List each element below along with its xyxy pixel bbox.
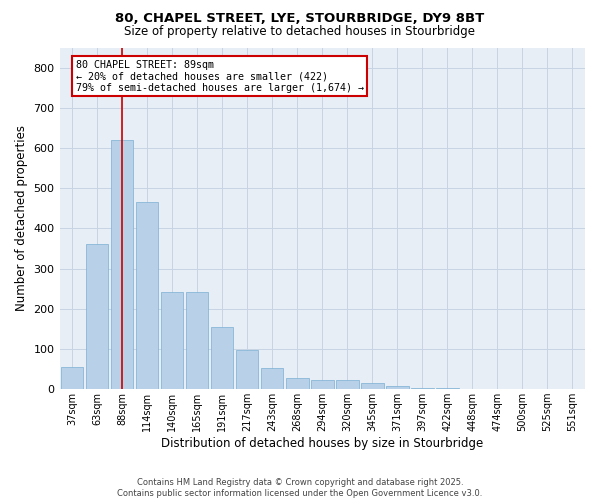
Text: 80, CHAPEL STREET, LYE, STOURBRIDGE, DY9 8BT: 80, CHAPEL STREET, LYE, STOURBRIDGE, DY9… bbox=[115, 12, 485, 26]
Bar bbox=[61, 367, 83, 389]
Bar bbox=[411, 388, 434, 389]
Text: Size of property relative to detached houses in Stourbridge: Size of property relative to detached ho… bbox=[125, 25, 476, 38]
Bar bbox=[111, 140, 133, 389]
Bar bbox=[311, 380, 334, 389]
Bar bbox=[186, 292, 208, 389]
Text: Contains HM Land Registry data © Crown copyright and database right 2025.
Contai: Contains HM Land Registry data © Crown c… bbox=[118, 478, 482, 498]
Y-axis label: Number of detached properties: Number of detached properties bbox=[15, 126, 28, 312]
Bar bbox=[386, 386, 409, 389]
Bar bbox=[336, 380, 359, 389]
Bar bbox=[361, 382, 383, 389]
Bar bbox=[236, 350, 259, 389]
Bar bbox=[86, 244, 109, 389]
Bar bbox=[286, 378, 308, 389]
Bar bbox=[436, 388, 458, 389]
X-axis label: Distribution of detached houses by size in Stourbridge: Distribution of detached houses by size … bbox=[161, 437, 484, 450]
Bar bbox=[161, 292, 184, 389]
Bar bbox=[261, 368, 283, 389]
Bar bbox=[211, 327, 233, 389]
Text: 80 CHAPEL STREET: 89sqm
← 20% of detached houses are smaller (422)
79% of semi-d: 80 CHAPEL STREET: 89sqm ← 20% of detache… bbox=[76, 60, 364, 93]
Bar bbox=[136, 202, 158, 389]
